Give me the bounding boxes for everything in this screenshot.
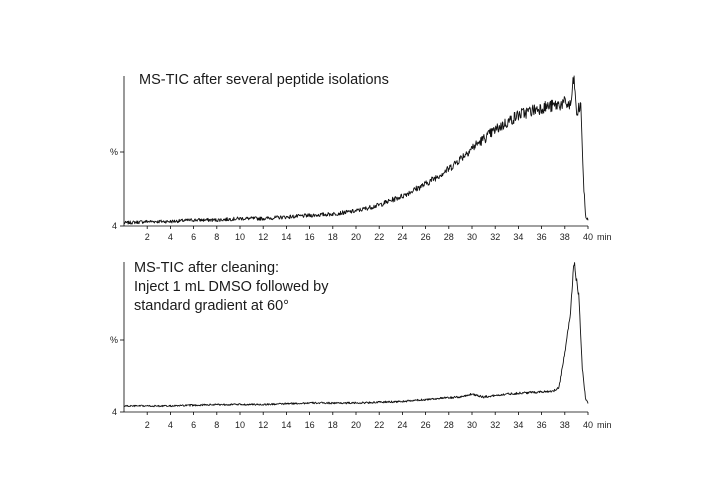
- x-tick-label: 2: [145, 420, 150, 430]
- chart-bottom-title-line-3: standard gradient at 60°: [134, 298, 289, 314]
- x-tick-label: 18: [328, 420, 338, 430]
- x-tick-label: 40: [583, 420, 593, 430]
- chart-top: MS-TIC after several peptide isolations …: [110, 72, 612, 242]
- x-tick-label: 20: [351, 232, 361, 242]
- x-tick-label: 34: [513, 420, 523, 430]
- x-tick-label: 28: [444, 420, 454, 430]
- chart-top-x-unit: min: [597, 232, 612, 242]
- x-tick-label: 34: [513, 232, 523, 242]
- x-tick-label: 32: [490, 420, 500, 430]
- chart-top-y-label: %: [110, 147, 118, 157]
- x-tick-label: 24: [397, 420, 407, 430]
- x-tick-label: 22: [374, 232, 384, 242]
- chart-bottom-series-line: [123, 262, 589, 408]
- x-tick-label: 8: [214, 232, 219, 242]
- x-tick-label: 2: [145, 232, 150, 242]
- x-tick-label: 6: [191, 420, 196, 430]
- chart-bottom-title-line-1: MS-TIC after cleaning:: [134, 260, 279, 276]
- x-tick-label: 38: [560, 232, 570, 242]
- x-tick-label: 40: [583, 232, 593, 242]
- x-tick-label: 16: [305, 420, 315, 430]
- x-tick-label: 14: [281, 232, 291, 242]
- x-tick-label: 24: [397, 232, 407, 242]
- x-tick-label: 16: [305, 232, 315, 242]
- chart-bottom-x-unit: min: [597, 420, 612, 430]
- x-tick-label: 4: [168, 232, 173, 242]
- chart-bottom: MS-TIC after cleaning: Inject 1 mL DMSO …: [110, 260, 612, 430]
- chart-top-baseline-label: 4: [112, 221, 117, 231]
- chart-top-x-ticks: 2 4 6 8 10 12 14 16 18 20 22 24 26 28 30 32 34 36 38 40: [145, 226, 593, 242]
- x-tick-label: 28: [444, 232, 454, 242]
- chart-bottom-y-label: %: [110, 335, 118, 345]
- x-tick-label: 12: [258, 232, 268, 242]
- x-tick-label: 4: [168, 420, 173, 430]
- x-tick-label: 20: [351, 420, 361, 430]
- x-tick-label: 30: [467, 420, 477, 430]
- chart-bottom-baseline-label: 4: [112, 407, 117, 417]
- x-tick-label: 10: [235, 420, 245, 430]
- x-tick-label: 26: [421, 232, 431, 242]
- chart-top-series-line: [123, 75, 589, 225]
- x-tick-label: 38: [560, 420, 570, 430]
- x-tick-label: 8: [214, 420, 219, 430]
- chart-top-title-line: MS-TIC after several peptide isolations: [139, 72, 389, 88]
- x-tick-label: 14: [281, 420, 291, 430]
- x-tick-label: 36: [537, 420, 547, 430]
- x-tick-label: 18: [328, 232, 338, 242]
- chart-bottom-x-ticks: 2 4 6 8 10 12 14 16 18 20 22 24 26 28 30 32 34 36 38 40: [145, 412, 593, 430]
- chart-bottom-title-line-2: Inject 1 mL DMSO followed by: [134, 279, 329, 295]
- x-tick-label: 36: [537, 232, 547, 242]
- x-tick-label: 10: [235, 232, 245, 242]
- x-tick-label: 22: [374, 420, 384, 430]
- x-tick-label: 26: [421, 420, 431, 430]
- x-tick-label: 6: [191, 232, 196, 242]
- x-tick-label: 32: [490, 232, 500, 242]
- x-tick-label: 12: [258, 420, 268, 430]
- x-tick-label: 30: [467, 232, 477, 242]
